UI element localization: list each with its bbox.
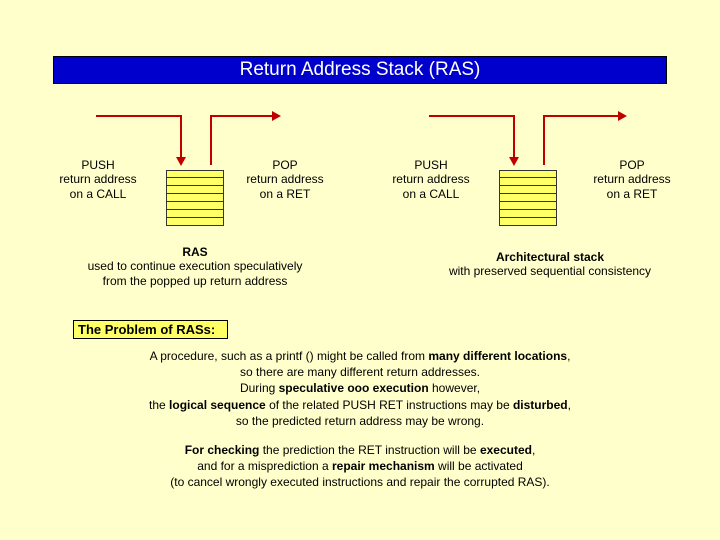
t: return address (246, 172, 323, 186)
t: logical sequence (169, 398, 266, 412)
t: on a CALL (403, 187, 460, 201)
arrow-segment (543, 115, 620, 117)
t: During (240, 381, 279, 395)
arrow-head-icon (509, 157, 519, 166)
stack-row (499, 170, 557, 178)
t: and for a misprediction a (197, 459, 332, 473)
arch-stack (499, 170, 557, 226)
t: many different locations (428, 349, 567, 363)
arrow-head-icon (272, 111, 281, 121)
arrow-segment (429, 115, 513, 117)
ras-caption: RAS used to continue execution speculati… (60, 245, 330, 288)
arrow-segment (96, 115, 180, 117)
t: the (149, 398, 169, 412)
arrow-head-icon (618, 111, 627, 121)
t: return address (392, 172, 469, 186)
arrow-head-icon (176, 157, 186, 166)
t: executed (480, 443, 532, 457)
t: For checking (185, 443, 260, 457)
t: Architectural stack (496, 250, 604, 264)
t: on a RET (260, 187, 311, 201)
t: PUSH (81, 158, 114, 172)
t: speculative ooo execution (279, 381, 429, 395)
stack-row (166, 210, 224, 218)
stack-row (166, 186, 224, 194)
t: on a RET (607, 187, 658, 201)
t: , (568, 398, 571, 412)
push-label-right: PUSH return address on a CALL (381, 158, 481, 201)
t: return address (59, 172, 136, 186)
arrow-segment (543, 115, 545, 165)
problem-heading: The Problem of RASs: (78, 322, 215, 337)
pop-label-right: POP return address on a RET (582, 158, 682, 201)
t: A procedure, such as a printf () might b… (150, 349, 429, 363)
stack-row (166, 218, 224, 226)
arrow-segment (210, 115, 212, 165)
stack-row (166, 202, 224, 210)
t: so the predicted return address may be w… (236, 414, 484, 428)
stack-row (166, 194, 224, 202)
t: the prediction the RET instruction will … (259, 443, 480, 457)
t: of the related PUSH RET instructions may… (266, 398, 513, 412)
pop-label-left: POP return address on a RET (235, 158, 335, 201)
push-label-left: PUSH return address on a CALL (48, 158, 148, 201)
stack-row (166, 170, 224, 178)
t: disturbed (513, 398, 568, 412)
arrow-segment (180, 115, 182, 159)
stack-row (499, 202, 557, 210)
t: , (532, 443, 535, 457)
title-bar: Return Address Stack (RAS) (53, 56, 667, 84)
checking-paragraph: For checking the prediction the RET inst… (90, 442, 630, 491)
t: return address (593, 172, 670, 186)
stack-row (499, 218, 557, 226)
arrow-segment (513, 115, 515, 159)
stack-row (499, 178, 557, 186)
t: on a CALL (70, 187, 127, 201)
arch-caption: Architectural stack with preserved seque… (420, 250, 680, 279)
stack-row (499, 210, 557, 218)
t: from the popped up return address (103, 274, 288, 288)
problem-heading-box: The Problem of RASs: (73, 320, 228, 339)
stack-row (499, 186, 557, 194)
t: POP (619, 158, 644, 172)
title-text: Return Address Stack (RAS) (240, 59, 481, 81)
t: (to cancel wrongly executed instructions… (170, 475, 550, 489)
problem-paragraph: A procedure, such as a printf () might b… (90, 348, 630, 429)
ras-stack (166, 170, 224, 226)
stack-row (166, 178, 224, 186)
t: PUSH (414, 158, 447, 172)
t: with preserved sequential consistency (449, 264, 651, 278)
t: repair mechanism (332, 459, 435, 473)
t: however, (429, 381, 480, 395)
t: used to continue execution speculatively (88, 259, 303, 273)
slide-canvas: Return Address Stack (RAS) PUSH return a… (0, 0, 720, 540)
t: RAS (182, 245, 207, 259)
stack-row (499, 194, 557, 202)
arrow-segment (210, 115, 274, 117)
t: will be activated (435, 459, 523, 473)
t: so there are many different return addre… (240, 365, 480, 379)
t: , (567, 349, 570, 363)
t: POP (272, 158, 297, 172)
